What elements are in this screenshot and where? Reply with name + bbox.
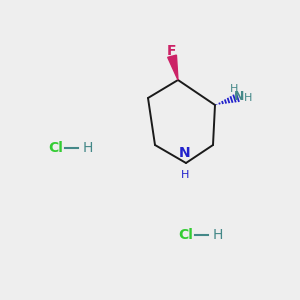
Polygon shape bbox=[168, 55, 178, 80]
Text: H: H bbox=[213, 228, 224, 242]
Text: H: H bbox=[244, 93, 252, 103]
Text: Cl: Cl bbox=[48, 141, 63, 155]
Text: Cl: Cl bbox=[178, 228, 193, 242]
Text: H: H bbox=[230, 84, 238, 94]
Text: N: N bbox=[179, 146, 191, 160]
Text: H: H bbox=[181, 170, 189, 180]
Text: F: F bbox=[167, 44, 177, 58]
Text: H: H bbox=[83, 141, 93, 155]
Text: N: N bbox=[234, 91, 244, 103]
